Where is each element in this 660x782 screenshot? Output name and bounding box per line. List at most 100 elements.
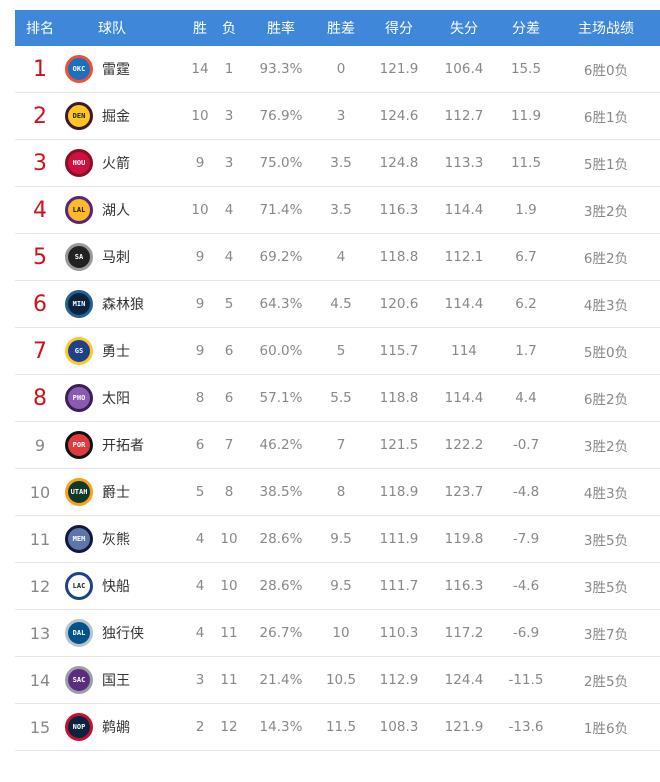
- header-team[interactable]: 球队: [98, 21, 126, 37]
- cell-games-behind: 4.5: [330, 296, 352, 312]
- header-points-for[interactable]: 得分: [385, 21, 413, 37]
- cell-point-diff: -7.9: [512, 531, 540, 547]
- header-point-diff[interactable]: 分差: [512, 21, 540, 37]
- cell-point-diff: 4.4: [515, 390, 537, 406]
- rank-number: 3: [33, 150, 47, 176]
- team-name[interactable]: 开拓者: [102, 438, 144, 454]
- cell-points-for: 115.7: [379, 343, 419, 359]
- cell-home-record: 3胜5负: [583, 580, 629, 596]
- cell-points-for: 116.3: [379, 202, 419, 218]
- cell-win-pct: 60.0%: [259, 343, 303, 359]
- rank-number: 8: [33, 385, 47, 411]
- table-row[interactable]: 3 HOU 火箭 9 3 75.0% 3.5 124.8 113.3 11.5 5胜1负: [15, 140, 660, 187]
- cell-losses: 10: [220, 578, 238, 594]
- cell-home-record: 5胜1负: [583, 157, 629, 173]
- team-name[interactable]: 勇士: [102, 344, 130, 360]
- cell-wins: 4: [195, 578, 205, 594]
- team-name[interactable]: 快船: [102, 579, 130, 595]
- team-name[interactable]: 爵士: [102, 485, 130, 501]
- cell-losses: 6: [224, 343, 234, 359]
- cell-wins: 5: [195, 484, 205, 500]
- cell-point-diff: 11.9: [510, 108, 542, 124]
- cell-point-diff: -4.8: [512, 484, 540, 500]
- team-logo-icon: LAC: [65, 572, 93, 600]
- team-name[interactable]: 火箭: [102, 156, 130, 172]
- cell-points-against: 114.4: [444, 296, 484, 312]
- cell-home-record: 3胜2负: [583, 204, 629, 220]
- header-wins[interactable]: 胜: [193, 21, 207, 37]
- table-row[interactable]: 7 GS 勇士 9 6 60.0% 5 115.7 114 1.7 5胜0负: [15, 328, 660, 375]
- cell-points-against: 119.8: [444, 531, 484, 547]
- table-row[interactable]: 12 LAC 快船 4 10 28.6% 9.5 111.7 116.3 -4.6 3胜5负: [15, 563, 660, 610]
- table-row[interactable]: 11 MEM 灰熊 4 10 28.6% 9.5 111.9 119.8 -7.9 3胜5负: [15, 516, 660, 563]
- team-name[interactable]: 独行侠: [102, 626, 144, 642]
- table-row[interactable]: 9 POR 开拓者 6 7 46.2% 7 121.5 122.2 -0.7 3胜2负: [15, 422, 660, 469]
- cell-win-pct: 14.3%: [259, 719, 303, 735]
- team-name[interactable]: 马刺: [102, 250, 130, 266]
- cell-points-for: 124.6: [379, 108, 419, 124]
- team-logo-icon: DAL: [65, 619, 93, 647]
- cell-wins: 9: [195, 249, 205, 265]
- team-name[interactable]: 灰熊: [102, 532, 130, 548]
- cell-wins: 9: [195, 296, 205, 312]
- team-name[interactable]: 森林狼: [102, 297, 144, 313]
- rank-number: 4: [33, 197, 47, 223]
- table-row[interactable]: 5 SA 马刺 9 4 69.2% 4 118.8 112.1 6.7 6胜2负: [15, 234, 660, 281]
- cell-win-pct: 26.7%: [259, 625, 303, 641]
- cell-win-pct: 93.3%: [259, 61, 303, 77]
- cell-losses: 5: [224, 296, 234, 312]
- rank-number: 1: [33, 56, 47, 82]
- table-row[interactable]: 4 LAL 湖人 10 4 71.4% 3.5 116.3 114.4 1.9 3胜2负: [15, 187, 660, 234]
- team-name[interactable]: 鹈鹕: [102, 720, 130, 736]
- cell-points-against: 114: [451, 343, 477, 359]
- cell-games-behind: 5.5: [330, 390, 352, 406]
- cell-win-pct: 28.6%: [259, 531, 303, 547]
- cell-points-against: 117.2: [444, 625, 484, 641]
- cell-win-pct: 28.6%: [259, 578, 303, 594]
- table-row[interactable]: 10 UTAH 爵士 5 8 38.5% 8 118.9 123.7 -4.8 4胜3负: [15, 469, 660, 516]
- header-rank[interactable]: 排名: [26, 21, 54, 37]
- rank-number: 5: [33, 244, 47, 270]
- cell-losses: 3: [224, 108, 234, 124]
- table-row[interactable]: 2 DEN 掘金 10 3 76.9% 3 124.6 112.7 11.9 6胜1负: [15, 93, 660, 140]
- cell-win-pct: 75.0%: [259, 155, 303, 171]
- table-row[interactable]: 14 SAC 国王 3 11 21.4% 10.5 112.9 124.4 -11.5 2胜5负: [15, 657, 660, 704]
- table-row[interactable]: 6 MIN 森林狼 9 5 64.3% 4.5 120.6 114.4 6.2 4胜3负: [15, 281, 660, 328]
- cell-losses: 8: [224, 484, 234, 500]
- cell-points-for: 121.5: [379, 437, 419, 453]
- cell-home-record: 5胜0负: [583, 345, 629, 361]
- header-losses[interactable]: 负: [222, 21, 236, 37]
- cell-points-against: 121.9: [444, 719, 484, 735]
- cell-losses: 10: [220, 531, 238, 547]
- team-logo-icon: MIN: [65, 290, 93, 318]
- rank-number: 13: [29, 623, 51, 643]
- rank-number: 11: [29, 529, 51, 549]
- cell-wins: 9: [195, 155, 205, 171]
- team-name[interactable]: 国王: [102, 673, 130, 689]
- header-points-against[interactable]: 失分: [450, 21, 478, 37]
- cell-home-record: 4胜3负: [583, 298, 629, 314]
- cell-points-for: 120.6: [379, 296, 419, 312]
- team-name[interactable]: 掘金: [102, 109, 130, 125]
- team-name[interactable]: 太阳: [102, 391, 130, 407]
- cell-wins: 4: [195, 531, 205, 547]
- team-name[interactable]: 湖人: [102, 203, 130, 219]
- rank-number: 12: [29, 576, 51, 596]
- rank-number: 7: [33, 338, 47, 364]
- table-row[interactable]: 13 DAL 独行侠 4 11 26.7% 10 110.3 117.2 -6.9 3胜7负: [15, 610, 660, 657]
- cell-games-behind: 3: [336, 108, 346, 124]
- table-row[interactable]: 1 OKC 雷霆 14 1 93.3% 0 121.9 106.4 15.5 6胜0负: [15, 46, 660, 93]
- team-logo-icon: PHO: [65, 384, 93, 412]
- cell-home-record: 3胜2负: [583, 439, 629, 455]
- table-row[interactable]: 15 NOP 鹈鹕 2 12 14.3% 11.5 108.3 121.9 -13.6 1胜6负: [15, 704, 660, 751]
- header-win-pct[interactable]: 胜率: [267, 21, 295, 37]
- table-row[interactable]: 8 PHO 太阳 8 6 57.1% 5.5 118.8 114.4 4.4 6胜2负: [15, 375, 660, 422]
- header-games-behind[interactable]: 胜差: [327, 21, 355, 37]
- cell-win-pct: 46.2%: [259, 437, 303, 453]
- cell-home-record: 3胜5负: [583, 533, 629, 549]
- cell-points-for: 108.3: [379, 719, 419, 735]
- team-name[interactable]: 雷霆: [102, 62, 130, 78]
- cell-games-behind: 3.5: [330, 155, 352, 171]
- header-home-record[interactable]: 主场战绩: [578, 21, 634, 37]
- cell-home-record: 6胜1负: [583, 110, 629, 126]
